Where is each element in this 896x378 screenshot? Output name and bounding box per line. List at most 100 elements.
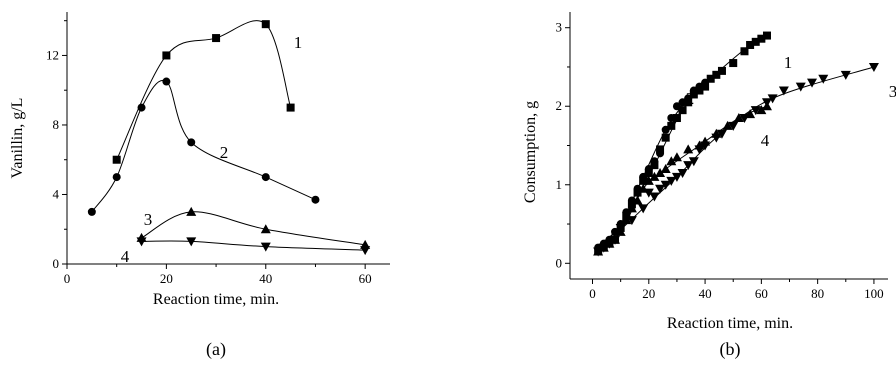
series-3: 3 [593, 62, 896, 257]
data-point [762, 31, 771, 40]
y-tick-label: 0 [53, 256, 60, 271]
x-tick-label: 20 [642, 286, 655, 301]
data-point [746, 40, 755, 49]
data-point [751, 37, 760, 46]
series-line [91, 79, 316, 213]
data-point [593, 246, 604, 256]
data-point [716, 129, 727, 139]
data-point [689, 86, 698, 95]
y-tick-label: 8 [53, 117, 60, 132]
chart-panel-b: 0 20 40 60 80 100 0 1 2 3 Reaction time, min. Consu… [522, 12, 896, 360]
y-tick-label: 4 [53, 186, 60, 201]
x-tick-label: 0 [64, 271, 71, 286]
data-point [186, 206, 197, 216]
data-point [650, 157, 659, 166]
data-point [678, 98, 687, 107]
series-fit-line [597, 66, 875, 252]
x-tick-label: 40 [259, 271, 272, 286]
series-2: 2 [87, 77, 320, 216]
data-point [761, 101, 772, 111]
series-label: 3 [889, 82, 896, 101]
data-point [660, 180, 671, 190]
data-point [672, 114, 681, 123]
data-point [212, 34, 221, 43]
y-axis-label: Consumption, g [522, 101, 539, 203]
data-point [137, 103, 146, 112]
data-point [767, 94, 778, 104]
data-point [729, 59, 738, 68]
series-3: 3 [136, 206, 371, 249]
data-point [615, 226, 626, 236]
data-point [694, 140, 705, 150]
data-point [360, 246, 371, 256]
x-axis-label: Reaction time, min. [667, 315, 793, 332]
series-4: 4 [121, 237, 371, 266]
data-point [678, 106, 687, 115]
data-point [666, 156, 677, 166]
y-tick-label: 1 [556, 177, 563, 192]
panel-label: (a) [206, 339, 226, 360]
data-point [661, 125, 670, 134]
data-point [868, 62, 879, 72]
data-point [661, 133, 670, 142]
data-point [261, 173, 270, 182]
series-line [116, 20, 292, 160]
data-point [778, 86, 789, 96]
series-label: 4 [761, 131, 770, 150]
x-tick-label: 40 [699, 286, 712, 301]
data-point [604, 238, 615, 248]
data-point [667, 121, 676, 130]
series-1: 1 [112, 20, 303, 164]
data-point [672, 102, 681, 111]
series-label: 1 [784, 53, 793, 72]
data-point [643, 175, 654, 185]
series-4: 4 [593, 101, 772, 256]
data-point [757, 34, 766, 43]
data-point [667, 114, 676, 123]
data-point [186, 237, 197, 247]
y-tick-label: 2 [556, 98, 563, 113]
data-point [711, 128, 722, 138]
data-point [286, 103, 295, 112]
series-line [141, 240, 366, 251]
data-point [656, 149, 665, 158]
x-tick-label: 80 [811, 286, 824, 301]
data-point [260, 224, 271, 234]
x-axis-label: Reaction time, min. [153, 291, 279, 308]
data-point [136, 237, 147, 247]
data-point [660, 164, 671, 174]
data-point [717, 66, 726, 75]
panel-label: (b) [720, 339, 741, 360]
data-point [644, 165, 653, 174]
data-point [671, 172, 682, 182]
data-point [112, 173, 121, 182]
y-axis-label: Vanillin, g/L [9, 98, 26, 179]
data-point [722, 120, 733, 130]
data-point [649, 192, 660, 202]
data-point [621, 215, 632, 225]
data-point [610, 234, 621, 244]
data-point [162, 77, 171, 86]
data-point [666, 176, 677, 186]
data-point [632, 195, 643, 205]
data-point [649, 171, 660, 181]
x-tick-label: 0 [589, 286, 596, 301]
data-point [187, 138, 196, 147]
series-label: 4 [121, 247, 130, 266]
data-point [706, 74, 715, 83]
series-label: 1 [294, 33, 303, 52]
data-point [683, 144, 694, 154]
data-point [807, 78, 818, 88]
data-point [626, 203, 637, 213]
data-point [712, 70, 721, 79]
data-point [87, 207, 96, 216]
data-point [639, 172, 648, 181]
data-point [840, 70, 851, 80]
series-label: 2 [220, 143, 229, 162]
data-point [700, 136, 711, 146]
data-point [728, 121, 739, 131]
data-point [655, 167, 666, 177]
series-label: 2 [686, 89, 695, 108]
